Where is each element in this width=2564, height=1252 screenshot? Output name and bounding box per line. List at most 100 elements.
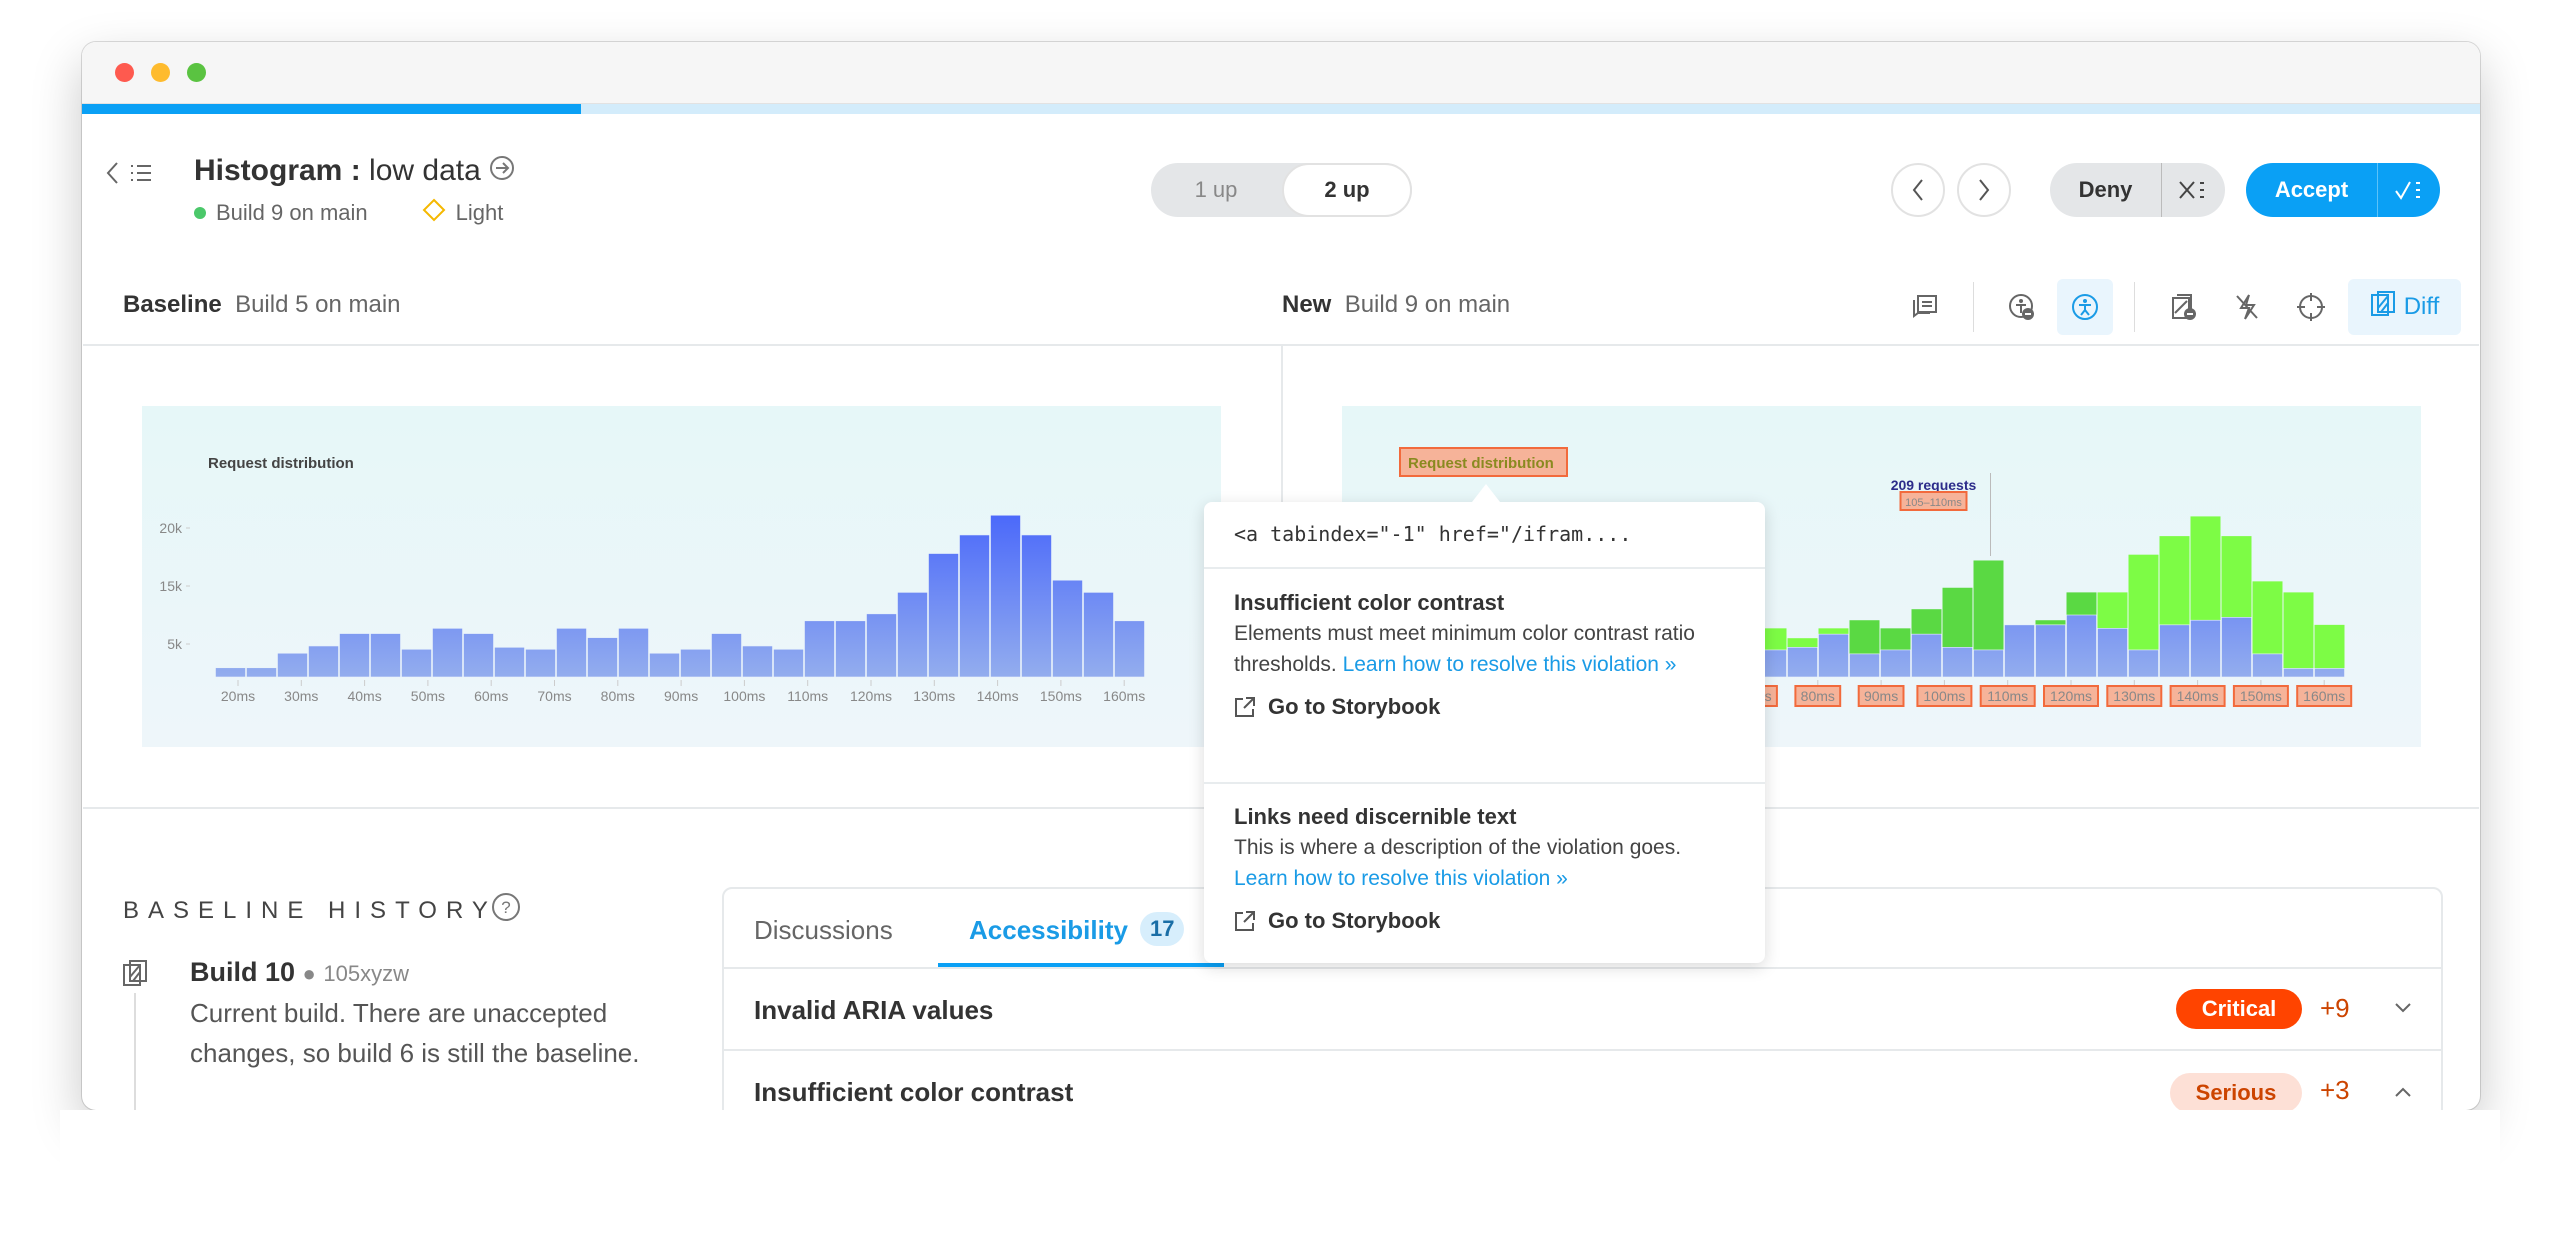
baseline-diff-icon[interactable] [2167,290,2201,324]
x-tick-highlight [2232,685,2289,707]
learn-more-link[interactable]: Learn how to resolve this violation » [1342,653,1677,676]
histogram-bar [1083,592,1114,678]
violation-row[interactable]: Insufficient color contrast Serious +3 [724,1051,2441,1131]
histogram-bar [618,628,649,678]
divider [1204,567,1765,569]
maximize-window-button[interactable] [187,63,206,82]
x-tick-label: 120ms [850,688,892,704]
new-label: New [1282,291,1332,318]
tooltip-value: 209 requests [1891,477,1977,493]
x-tick-label: 50ms [411,688,445,704]
external-link-icon [1235,911,1255,931]
one-up-button[interactable]: 1 up [1194,177,1238,202]
diff-toggle-button[interactable]: Diff [2348,279,2461,335]
accept-group: Accept [2246,163,2440,217]
severity-badge: Critical [2176,989,2302,1029]
x-tick-label: 150ms [1040,688,1082,704]
close-window-button[interactable] [115,63,134,82]
histogram-bar [556,628,587,678]
divider [2161,163,2162,217]
tooltip-range: 105–110ms [1905,497,1962,509]
x-tick-label: 100ms [723,688,765,704]
chevron-down-icon[interactable] [2392,997,2414,1019]
status-dot-icon [194,207,206,219]
go-to-storybook-link[interactable]: Go to Storybook [1234,694,1440,720]
histogram-bar [2004,624,2035,678]
baseline-build: Build 5 on main [235,291,401,318]
histogram-bar [2159,624,2190,678]
x-tick-highlight [1916,685,1973,707]
go-to-storybook-link[interactable]: Go to Storybook [1234,908,1440,934]
chevron-up-icon[interactable] [2392,1081,2414,1103]
svg-text:?: ? [501,898,510,917]
title-component: Histogram : [194,154,361,187]
x-tick-label: 30ms [284,688,318,704]
deny-group: Deny [2050,163,2225,217]
x-tick-label: 90ms [664,688,698,704]
x-tick-highlight [1857,685,1905,707]
back-chevron-icon[interactable] [102,160,122,186]
histogram-bar [1973,649,2004,678]
row-title: Invalid ARIA values [754,995,994,1025]
accessibility-off-icon[interactable] [2005,290,2039,324]
go-to-storybook-label: Go to Storybook [1268,694,1441,719]
previous-button[interactable] [1891,163,1945,217]
diff-bar-segment [2314,624,2345,669]
violation-item: Links need discernible text This is wher… [1234,804,1725,934]
deny-options-icon[interactable] [2162,163,2222,217]
accessibility-icon[interactable] [2057,279,2113,335]
violation-title: Insufficient color contrast [1234,590,1505,615]
go-to-story-icon[interactable] [489,155,515,189]
severity-badge: Serious [2170,1073,2302,1113]
tab-discussions[interactable]: Discussions [754,915,893,945]
histogram-bar [401,648,432,678]
extra-count: +3 [2320,1075,2350,1105]
accept-options-icon[interactable] [2378,163,2438,217]
title-story: low data [369,154,481,187]
histogram-bar [2283,668,2314,678]
x-tick-label: 20ms [221,688,255,704]
count-badge: 17 [1139,912,1185,946]
violation-row[interactable]: Invalid ARIA values Critical +9 [724,969,2441,1049]
strobe-off-icon[interactable] [2230,290,2264,324]
tooltip-range-highlight [1899,491,1968,511]
histogram-bar [773,648,804,678]
focus-target-icon[interactable] [2294,290,2328,324]
histogram-bar [215,667,246,678]
histogram-bar [990,514,1021,678]
histogram-bar [494,647,525,678]
histogram-bar [1787,647,1818,678]
build-diff-icon [121,957,149,989]
histogram-bar [432,628,463,678]
histogram-bar [2314,668,2345,678]
comment-icon[interactable] [1908,290,1942,324]
histogram-bar [1942,647,1973,678]
list-icon[interactable] [128,162,154,184]
page-title: Histogram : low data [194,154,515,189]
accept-button[interactable]: Accept [2274,177,2349,202]
two-up-button[interactable]: 2 up [1282,163,1412,217]
learn-more-link[interactable]: Learn how to resolve this violation » [1234,867,1568,890]
x-tick-label: 80ms [601,688,635,704]
next-button[interactable] [1957,163,2011,217]
deny-button[interactable]: Deny [2078,177,2133,202]
histogram-bar [2097,628,2128,678]
divider [83,344,2479,346]
diff-bar-segment [2035,620,2066,625]
divider [2134,282,2135,332]
histogram-bar [587,637,618,678]
baseline-chart: Request distribution 20ms 30ms 40ms 50ms 60ms… [142,406,1221,747]
build-meta: Build 9 on main Light [194,198,503,228]
view-toggle: 1 up 2 up [1151,163,1412,217]
minimize-window-button[interactable] [151,63,170,82]
x-tick-highlight [2169,685,2226,707]
help-icon[interactable]: ? [491,892,521,929]
histogram-bar [2066,614,2097,678]
tab-accessibility[interactable]: Accessibility 17 [938,907,1224,967]
x-tick-label: 100ms [1923,688,1965,704]
x-tick-label: 130ms [913,688,955,704]
mode-label: Light [455,200,504,225]
histogram-bar [649,652,680,678]
diff-bar-segment [1849,620,1880,654]
light-mode-icon [422,198,446,228]
